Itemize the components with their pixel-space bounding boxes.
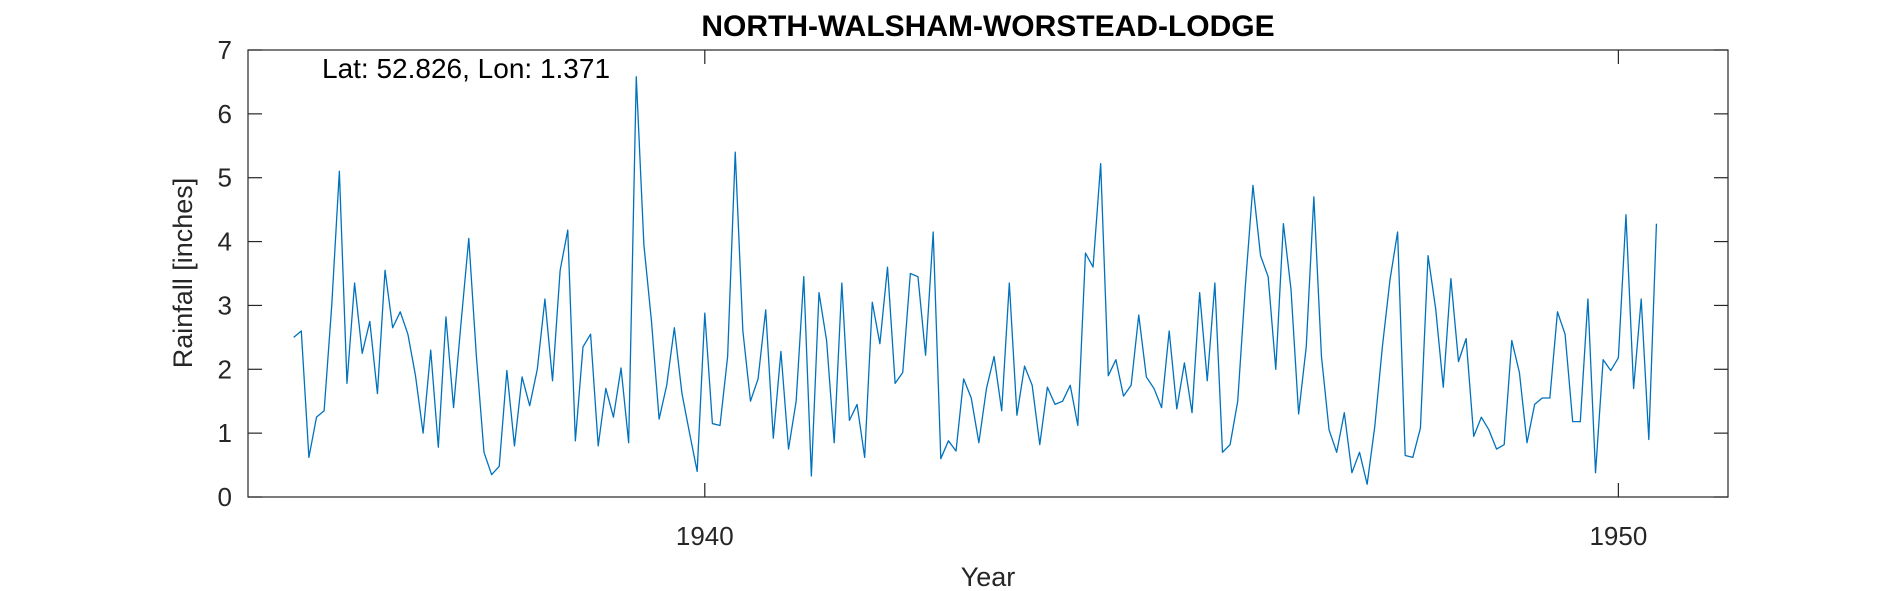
x-tick-label: 1950 <box>1589 521 1647 551</box>
plot-area-box <box>247 49 1729 498</box>
location-annotation: Lat: 52.826, Lon: 1.371 <box>322 53 610 84</box>
data-series <box>293 76 1658 485</box>
y-tick-label: 1 <box>218 418 232 448</box>
rainfall-series-line <box>293 76 1658 485</box>
y-tick-label: 2 <box>218 354 232 384</box>
chart-title: NORTH-WALSHAM-WORSTEAD-LODGE <box>701 10 1274 43</box>
axis-ticks <box>248 49 1728 498</box>
x-axis-label: Year <box>961 562 1016 591</box>
y-axis-label: Rainfall [inches] <box>168 178 198 369</box>
y-tick-label: 0 <box>218 482 232 512</box>
x-tick-label: 1940 <box>676 521 734 551</box>
y-tick-label: 6 <box>218 99 232 129</box>
y-tick-label: 7 <box>218 35 232 65</box>
y-tick-label: 4 <box>218 227 232 257</box>
y-tick-label: 5 <box>218 163 232 193</box>
y-tick-label: 3 <box>218 290 232 320</box>
axis-tick-labels: 0 1 2 3 4 5 6 7 1940 1950 <box>218 35 1648 551</box>
